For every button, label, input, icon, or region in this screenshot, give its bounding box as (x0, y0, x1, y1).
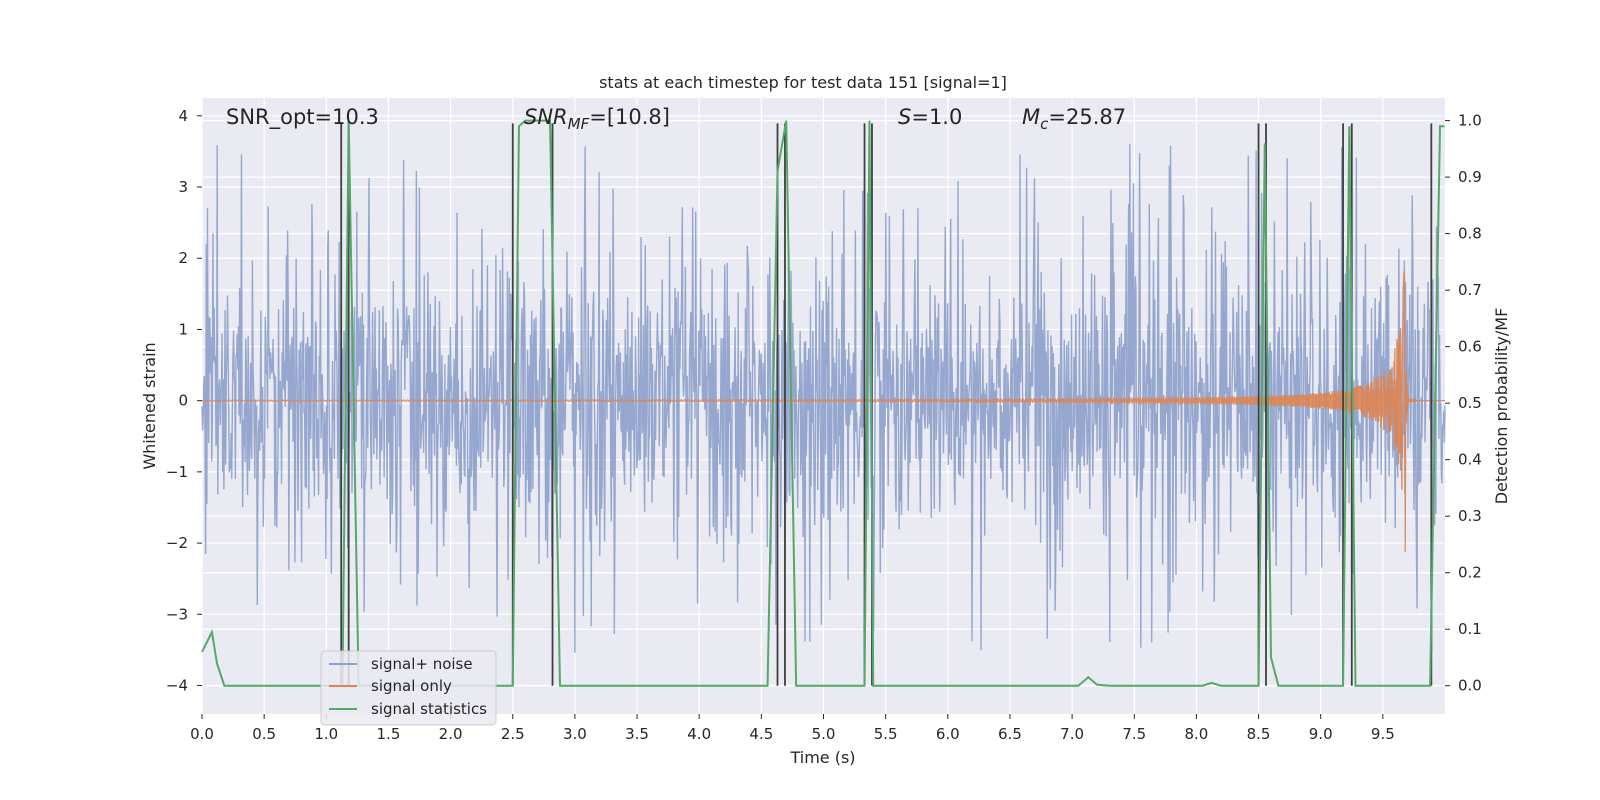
x-tick-label-16: 8.0 (1184, 725, 1208, 743)
y-right-axis-ticks: 1.0 0.9 0.8 0.7 0.6 0.5 0.4 0.3 0.2 0.1 0.0 (1445, 112, 1482, 695)
annotation-snr-opt: SNR_opt=10.3 (226, 105, 379, 130)
yr-tick-label-5: 0.5 (1458, 394, 1482, 412)
x-axis-ticks: 0.0 0.5 1.0 1.5 2.0 2.5 3.0 3.5 4.0 4.5 5.0 5.5 6.0 6… (190, 714, 1395, 743)
annotation-mc-sub: c (1040, 115, 1049, 133)
x-tick-label-14: 7.0 (1060, 725, 1084, 743)
yr-tick-label-4: 0.6 (1458, 338, 1482, 356)
yl-tick-label-1: 3 (178, 178, 188, 196)
x-tick-label-7: 3.5 (625, 725, 649, 743)
x-tick-label-2: 1.0 (314, 725, 338, 743)
annotation-snr-mf-name: SNR (524, 105, 568, 129)
yl-tick-label-4: 0 (178, 392, 188, 410)
x-tick-label-11: 5.5 (874, 725, 898, 743)
noise-line (201, 144, 1446, 653)
vertical-markers (340, 123, 1433, 686)
x-tick-label-5: 2.5 (501, 725, 525, 743)
x-tick-label-17: 8.5 (1247, 725, 1271, 743)
x-tick-label-4: 2.0 (439, 725, 463, 743)
yl-tick-label-7: −3 (166, 605, 188, 623)
x-axis-label: Time (s) (789, 748, 855, 767)
legend-label-signal: signal only (371, 677, 452, 695)
yl-tick-label-0: 4 (178, 107, 188, 125)
signal-line (201, 270, 1445, 553)
y-left-axis-ticks: 4 3 2 1 0 −1 −2 −3 −4 (166, 107, 202, 695)
y-left-axis-label: Whitened strain (140, 342, 159, 469)
x-tick-label-8: 4.0 (687, 725, 711, 743)
yl-tick-label-8: −4 (166, 677, 188, 695)
x-tick-label-18: 9.0 (1309, 725, 1333, 743)
x-tick-label-15: 7.5 (1122, 725, 1146, 743)
annotation-mc-value: =25.87 (1048, 105, 1126, 129)
yr-tick-label-9: 0.1 (1458, 620, 1482, 638)
x-tick-label-6: 3.0 (563, 725, 587, 743)
x-tick-label-0: 0.0 (190, 725, 214, 743)
legend: signal+ noise signal only signal statist… (320, 650, 497, 726)
x-tick-label-19: 9.5 (1371, 725, 1395, 743)
chart-title: stats at each timestep for test data 151… (599, 73, 1007, 92)
annotation-snr-mf: SNRMF=[10.8] (524, 105, 670, 133)
legend-label-noise: signal+ noise (371, 655, 473, 673)
yl-tick-label-5: −1 (166, 463, 188, 481)
x-tick-label-1: 0.5 (252, 725, 276, 743)
yl-tick-label-6: −2 (166, 534, 188, 552)
legend-box (320, 650, 497, 726)
annotation-s: S=1.0 (898, 105, 962, 129)
annotation-s-value: =1.0 (911, 105, 962, 129)
yr-tick-label-10: 0.0 (1458, 677, 1482, 695)
signal-noise-series (201, 144, 1446, 653)
annotation-snr-mf-sub: MF (568, 115, 590, 133)
yr-tick-label-3: 0.7 (1458, 281, 1482, 299)
signal-statistics-series (201, 119, 1445, 687)
x-tick-label-10: 5.0 (812, 725, 836, 743)
annotation-snr-mf-value: =[10.8] (589, 105, 670, 129)
yr-tick-label-6: 0.4 (1458, 451, 1482, 469)
yr-tick-label-7: 0.3 (1458, 507, 1482, 525)
y-right-axis-label: Detection probability/MF (1492, 308, 1511, 505)
yr-tick-label-1: 0.9 (1458, 168, 1482, 186)
x-tick-label-13: 6.5 (998, 725, 1022, 743)
yl-tick-label-3: 1 (178, 320, 188, 338)
stats-line (201, 119, 1445, 687)
yr-tick-label-0: 1.0 (1458, 112, 1482, 130)
x-tick-label-12: 6.0 (936, 725, 960, 743)
x-tick-label-3: 1.5 (377, 725, 401, 743)
annotation-mc: Mc=25.87 (1022, 105, 1126, 133)
x-tick-label-9: 4.5 (749, 725, 773, 743)
signal-only-series (201, 270, 1445, 553)
yr-tick-label-8: 0.2 (1458, 564, 1482, 582)
yr-tick-label-2: 0.8 (1458, 225, 1482, 243)
legend-label-stats: signal statistics (371, 700, 487, 718)
yl-tick-label-2: 2 (178, 249, 188, 267)
annotation-s-name: S (898, 105, 911, 129)
annotation-mc-name: M (1022, 105, 1040, 129)
